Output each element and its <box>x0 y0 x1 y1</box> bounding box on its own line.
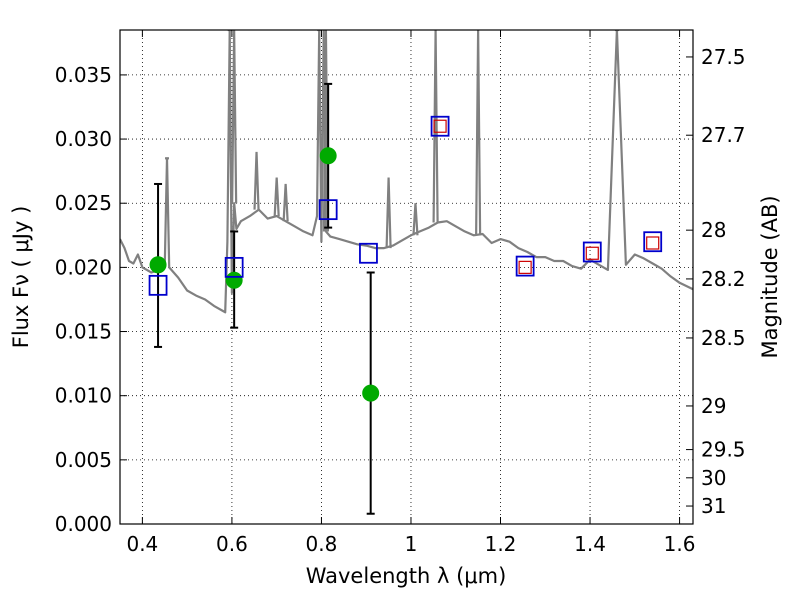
errorbar-series <box>154 82 375 515</box>
grid <box>120 30 693 525</box>
x-tick-label: 1 <box>405 532 418 556</box>
model-square <box>515 255 535 277</box>
x-axis-label: Wavelength λ (μm) <box>306 564 507 588</box>
point-series <box>148 115 663 402</box>
spectrum-series <box>120 30 693 314</box>
spectrum-line <box>120 30 693 314</box>
y-tick-label: 0.020 <box>55 255 112 279</box>
y2-tick-label: 29 <box>701 394 726 418</box>
model-square <box>148 274 168 296</box>
emission-line <box>432 30 439 223</box>
y-tick-label: 0.030 <box>55 127 112 151</box>
emission-line <box>253 151 260 210</box>
x-tick-label: 0.6 <box>216 532 248 556</box>
model-square-small <box>585 246 599 260</box>
x-tick-label: 0.4 <box>126 532 158 556</box>
y-tick-label: 0.005 <box>55 448 112 472</box>
model-square-small <box>646 236 660 250</box>
plot-frame <box>119 29 694 525</box>
y2-tick-label: 28.2 <box>701 267 746 291</box>
observed-point <box>149 256 167 274</box>
model-square <box>318 199 338 221</box>
model-square <box>643 231 663 253</box>
emission-line <box>231 30 238 204</box>
y2-tick-label: 29.5 <box>701 438 746 462</box>
emission-line <box>385 177 392 249</box>
y2-axis-label: Magnitude (AB) <box>758 195 782 358</box>
x-tick-label: 1.6 <box>664 532 696 556</box>
observed-point <box>225 271 243 289</box>
emission-line <box>475 30 482 236</box>
y2-tick-label: 28.5 <box>701 326 746 350</box>
y2-axis-ticks: 27.5 27.7 28 28.2 28.5 29 29.5 30 31 <box>686 45 746 518</box>
y-tick-label: 0.000 <box>55 512 112 536</box>
model-square <box>359 242 378 264</box>
y-tick-label: 0.010 <box>55 384 112 408</box>
model-square <box>430 115 450 137</box>
y2-tick-label: 27.5 <box>701 45 746 69</box>
model-square-small <box>518 260 532 274</box>
x-tick-label: 0.8 <box>306 532 338 556</box>
y2-tick-label: 31 <box>701 494 726 518</box>
emission-line <box>412 203 419 236</box>
y-axis-ticks: 0.000 0.005 0.010 0.015 0.020 0.025 0.030 0.035 <box>55 63 127 536</box>
y2-tick-label: 30 <box>701 466 726 490</box>
x-tick-label: 1.4 <box>574 532 606 556</box>
y-axis-label: Flux Fν ( μJy ) <box>9 206 33 349</box>
y-tick-label: 0.025 <box>55 191 112 215</box>
model-square <box>582 241 602 263</box>
model-square-small <box>433 119 447 133</box>
emission-line <box>273 177 280 217</box>
x-axis-ticks: 0.4 0.6 0.8 1 1.2 1.4 1.6 <box>126 30 695 556</box>
y2-tick-label: 27.7 <box>701 123 746 147</box>
y2-tick-label: 28 <box>701 218 726 242</box>
emission-line <box>282 183 289 222</box>
y-tick-label: 0.035 <box>55 63 112 87</box>
observed-point <box>362 384 380 402</box>
y-tick-label: 0.015 <box>55 320 112 344</box>
model-square <box>224 256 244 278</box>
observed-point <box>319 147 337 165</box>
x-tick-label: 1.2 <box>485 532 517 556</box>
